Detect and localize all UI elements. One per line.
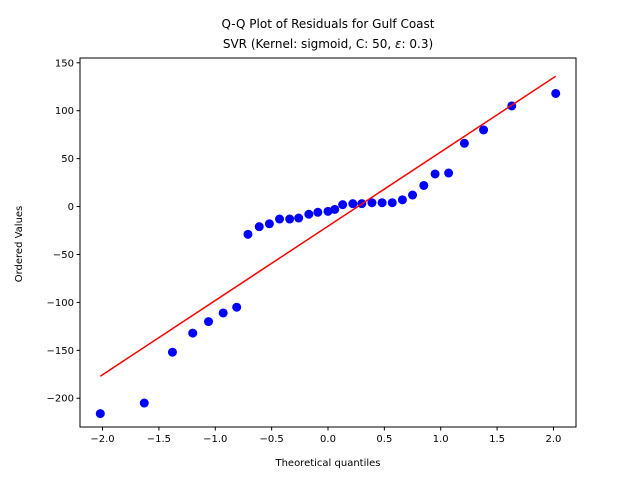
x-tick-label: −1.5 bbox=[147, 434, 171, 445]
x-tick-label: 1.5 bbox=[489, 434, 505, 445]
data-point bbox=[167, 347, 177, 357]
chart-subtitle-suffix: : 0.3) bbox=[402, 37, 434, 51]
y-tick-label: −100 bbox=[47, 298, 74, 309]
data-point bbox=[188, 328, 198, 338]
data-point bbox=[294, 213, 304, 223]
data-point bbox=[254, 222, 264, 232]
data-point bbox=[430, 169, 440, 179]
data-point bbox=[377, 198, 387, 208]
y-tick-label: 100 bbox=[55, 106, 74, 117]
x-tick-label: −0.5 bbox=[259, 434, 283, 445]
data-point bbox=[243, 229, 253, 239]
y-axis: −200 −150 −100 −50 0 50 100 150 bbox=[47, 58, 80, 405]
data-point bbox=[330, 204, 340, 214]
data-point bbox=[408, 190, 418, 200]
data-point bbox=[479, 125, 489, 135]
data-point bbox=[95, 409, 105, 419]
data-point bbox=[397, 195, 407, 205]
plot-area bbox=[95, 75, 561, 419]
y-tick-label: −150 bbox=[47, 346, 74, 357]
x-tick-label: −1.0 bbox=[203, 434, 227, 445]
x-tick-label: 0.0 bbox=[320, 434, 336, 445]
data-point bbox=[367, 198, 377, 208]
data-point bbox=[338, 200, 348, 210]
chart-subtitle: SVR (Kernel: sigmoid, C: 50, ε: 0.3) bbox=[223, 37, 433, 51]
data-point bbox=[204, 317, 214, 327]
data-point bbox=[444, 168, 454, 178]
y-tick-label: 50 bbox=[61, 154, 74, 165]
x-axis: −2.0 −1.5 −1.0 −0.5 0.0 0.5 1.0 1.5 2.0 bbox=[90, 427, 561, 445]
data-point bbox=[139, 398, 149, 408]
data-point bbox=[232, 302, 242, 312]
data-point bbox=[304, 209, 314, 219]
data-point bbox=[323, 206, 333, 216]
y-tick-label: 150 bbox=[55, 58, 74, 69]
x-tick-label: 2.0 bbox=[546, 434, 562, 445]
x-axis-label: Theoretical quantiles bbox=[274, 458, 380, 469]
data-point bbox=[275, 214, 285, 224]
fit-line bbox=[99, 75, 557, 377]
data-point bbox=[348, 199, 358, 209]
data-point bbox=[313, 207, 323, 217]
x-tick-label: −2.0 bbox=[90, 434, 114, 445]
chart-subtitle-epsilon: ε bbox=[395, 37, 402, 51]
y-tick-label: 0 bbox=[68, 202, 74, 213]
data-point bbox=[264, 219, 274, 229]
axes-frame bbox=[79, 57, 577, 428]
x-tick-label: 1.0 bbox=[433, 434, 449, 445]
x-tick-label: 0.5 bbox=[376, 434, 392, 445]
y-axis-label: Ordered Values bbox=[14, 206, 25, 283]
data-point bbox=[459, 138, 469, 148]
y-tick-label: −200 bbox=[47, 394, 74, 405]
chart-subtitle-prefix: SVR (Kernel: sigmoid, C: 50, bbox=[223, 37, 395, 51]
chart-title: Q-Q Plot of Residuals for Gulf Coast bbox=[222, 17, 435, 31]
y-tick-label: −50 bbox=[53, 250, 74, 261]
data-point bbox=[218, 308, 228, 318]
data-point bbox=[419, 180, 429, 190]
data-point bbox=[285, 214, 295, 224]
data-point bbox=[387, 198, 397, 208]
data-point bbox=[551, 88, 561, 98]
